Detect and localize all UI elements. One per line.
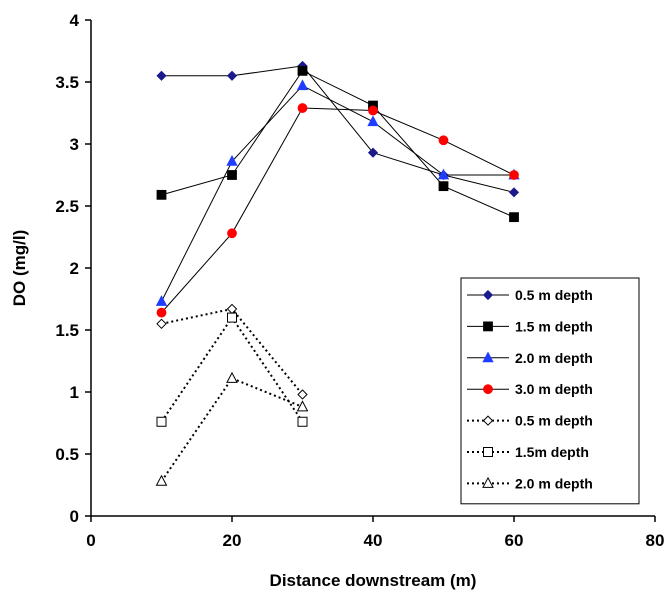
legend: 0.5 m depth 1.5 m depth 2.0 m depth 3.0 m d… (460, 277, 640, 505)
series-7-point (155, 474, 168, 486)
series-6-point (227, 312, 237, 323)
x-axis-title: Distance downstream (m) (270, 571, 477, 590)
series-6-point (297, 416, 308, 427)
x-tick-label: 20 (223, 531, 242, 550)
series-1-point (156, 70, 167, 81)
series-3 (155, 79, 520, 306)
series-2 (156, 65, 519, 223)
series-1-point (508, 187, 520, 198)
legend-marker (482, 476, 494, 488)
y-tick-label: 2.5 (55, 197, 79, 216)
series-layer (155, 60, 520, 486)
series-4-point (438, 135, 449, 146)
legend-marker (482, 289, 494, 301)
series-1 (156, 60, 520, 198)
y-axis-title: DO (mg/l) (10, 230, 29, 307)
series-5-line (161, 307, 304, 396)
legend-marker (483, 447, 493, 457)
y-tick-label: 1 (70, 383, 79, 402)
legend-marker (483, 384, 493, 395)
y-tick-label: 2 (70, 259, 79, 278)
legend-label: 3.0 m depth (515, 381, 593, 397)
series-2-point (156, 189, 167, 200)
series-5-point (156, 318, 167, 330)
legend-label: 1.5 m depth (515, 318, 593, 334)
series-4-point (227, 228, 237, 239)
series-4-point (509, 170, 519, 180)
y-tick-label: 0.5 (55, 445, 79, 464)
axes: 00.511.522.533.540 20 40 60 80 (55, 11, 664, 550)
series-7-line (160, 377, 303, 482)
y-tick-label: 1.5 (55, 321, 79, 340)
x-tick-label: 80 (646, 531, 665, 550)
series-3-point (367, 115, 379, 127)
series-1-point (226, 70, 238, 81)
x-tick-label: 0 (86, 531, 95, 550)
series-3-line (161, 85, 514, 302)
series-2-point (438, 181, 449, 192)
series-3-point (155, 295, 168, 306)
series-4-point (156, 307, 167, 318)
series-2-point (297, 65, 308, 76)
series-7-point (226, 371, 238, 383)
legend-label: 0.5 m depth (515, 413, 593, 429)
legend-label: 1.5m depth (515, 444, 589, 460)
legend-label: 2.0 m depth (515, 350, 593, 366)
x-tick-label: 60 (505, 531, 524, 550)
series-2-line (161, 70, 515, 218)
x-tick-label: 40 (364, 531, 383, 550)
legend-marker (482, 351, 494, 363)
series-7 (155, 371, 309, 486)
series-2-point (227, 170, 237, 180)
y-tick-label: 3.5 (55, 73, 79, 92)
series-6 (156, 312, 308, 427)
legend-marker (483, 321, 493, 332)
legend-label: 2.0 m depth (515, 475, 593, 491)
series-4-point (297, 103, 308, 113)
legend-label: 0.5 m depth (515, 287, 593, 303)
series-3-point (437, 168, 450, 180)
series-4-point (368, 105, 378, 116)
series-3-point (296, 79, 309, 91)
series-6-point (156, 416, 167, 427)
series-3-point (226, 155, 238, 166)
series-2-point (509, 212, 519, 223)
series-4-line (161, 107, 515, 313)
y-tick-label: 0 (70, 507, 79, 526)
y-tick-label: 3 (70, 135, 79, 154)
series-5 (156, 303, 308, 400)
series-1-line (161, 65, 515, 193)
legend-marker (482, 415, 494, 426)
series-5-point (297, 389, 308, 400)
series-4 (156, 103, 519, 318)
y-tick-label: 4 (70, 11, 80, 30)
series-7-point (296, 400, 309, 412)
series-1-point (367, 147, 379, 158)
